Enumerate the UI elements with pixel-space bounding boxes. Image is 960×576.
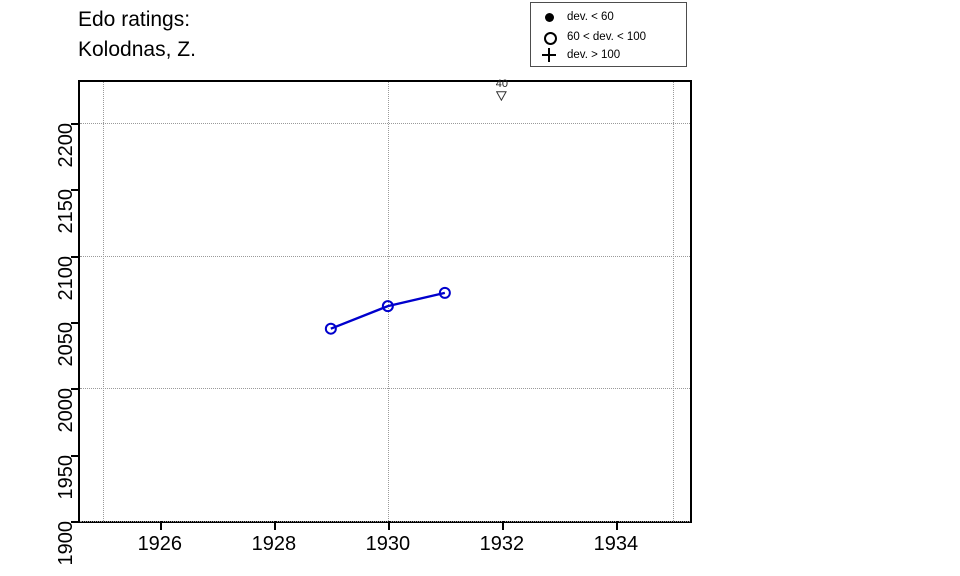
y-axis-tick-label-text: 2200 (54, 123, 77, 168)
x-axis-tick-label: 1934 (593, 533, 639, 555)
legend-item-dev-gt-100: dev. > 100 (531, 45, 686, 65)
y-axis-tick (71, 521, 80, 523)
y-axis-tick-label-text: 1900 (54, 521, 77, 566)
x-axis-tick (615, 521, 618, 530)
data-point-marker (438, 286, 451, 299)
x-axis-tick-label: 1932 (479, 533, 525, 555)
gridline-horizontal (80, 521, 690, 522)
y-axis-tick-label-text: 2100 (54, 255, 77, 301)
gridline-vertical (672, 82, 674, 521)
plot-inner: 1900 1950 2000 2050 2100 2150 2200 1926 1928 1930… (55, 78, 690, 566)
y-axis-tick (71, 388, 80, 391)
series-layer (324, 286, 451, 335)
plot-area: 1900 1950 2000 2050 2100 2150 2200 1926 1928 1930… (55, 78, 692, 566)
y-axis-tick-label-text: 2150 (54, 189, 77, 234)
open-circle-icon (531, 28, 567, 46)
gridline-horizontal (80, 255, 690, 257)
y-axis-tick (71, 322, 80, 325)
x-axis-tick-label: 1928 (251, 533, 297, 555)
x-axis-tick-label: 1926 (137, 533, 183, 555)
x-axis-tick-label: 1930 (365, 533, 411, 555)
data-annotation: 40 (496, 78, 508, 101)
down-triangle-icon (496, 91, 508, 101)
legend: dev. < 60 60 < dev. < 100 dev. > 100 (530, 2, 687, 67)
y-axis-tick-label-text: 2000 (54, 388, 77, 433)
y-axis-tick (71, 255, 80, 258)
legend-label: dev. < 60 (567, 11, 614, 23)
filled-circle-icon (531, 8, 567, 26)
legend-label: dev. > 100 (567, 49, 621, 61)
annotation-value: 40 (495, 77, 508, 90)
y-axis-tick-label-text: 2050 (54, 322, 77, 367)
legend-item-dev-60-100: 60 < dev. < 100 (531, 27, 686, 47)
y-axis-tick-label-text: 1950 (54, 454, 77, 500)
gridline-horizontal (80, 388, 690, 390)
x-axis-tick (273, 521, 276, 530)
y-axis-tick (71, 123, 80, 126)
title-line-2: Kolodnas, Z. (78, 38, 196, 61)
y-axis-tick (71, 454, 80, 457)
plus-icon (531, 46, 567, 64)
gridline-vertical (102, 82, 104, 521)
data-point-marker (324, 322, 337, 335)
gridline-vertical (387, 82, 389, 521)
page-title: Edo ratings: Kolodnas, Z. (78, 5, 196, 65)
gridline-horizontal (80, 123, 690, 125)
legend-item-dev-lt-60: dev. < 60 (531, 7, 686, 27)
x-axis-tick (501, 521, 504, 530)
x-axis-tick (159, 521, 162, 530)
title-line-1: Edo ratings: (78, 8, 191, 31)
y-axis-tick (71, 189, 80, 192)
x-axis-tick (387, 521, 390, 530)
legend-label: 60 < dev. < 100 (567, 31, 647, 43)
